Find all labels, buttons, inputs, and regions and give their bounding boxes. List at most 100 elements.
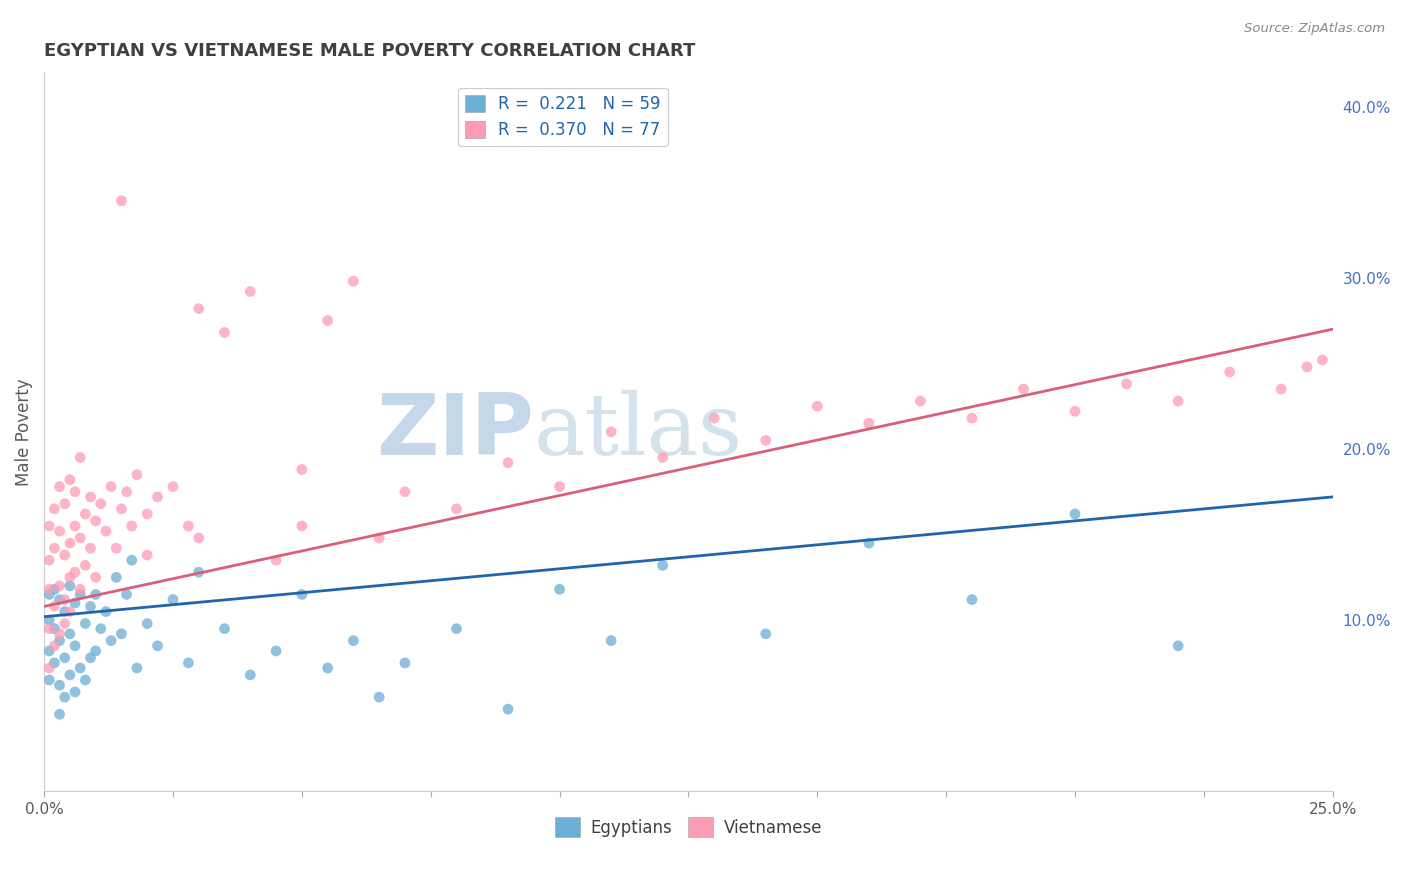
Point (44, 656, 66, 670)
Point (69, 587, 91, 601)
Point (59, 605, 82, 619)
Point (187, 565, 209, 579)
Point (125, 467, 148, 482)
Point (146, 639, 169, 653)
Point (44, 501, 66, 516)
Point (44, 622, 66, 636)
Point (63, 519, 86, 533)
Point (342, 633, 364, 648)
Point (53, 690, 76, 705)
Point (69, 582, 91, 597)
Point (79, 650, 101, 665)
Point (187, 301, 209, 316)
Point (1270, 382, 1292, 396)
Point (806, 399, 828, 413)
Point (38, 644, 60, 658)
Point (69, 531, 91, 545)
Point (651, 558, 673, 573)
Point (94, 605, 117, 619)
Point (100, 633, 122, 648)
Point (59, 570, 82, 584)
Point (1296, 359, 1319, 374)
Point (69, 661, 91, 675)
Point (100, 480, 122, 494)
Point (121, 553, 143, 567)
Point (316, 661, 339, 675)
Point (38, 587, 60, 601)
Point (53, 616, 76, 631)
Point (960, 411, 983, 425)
Point (115, 587, 138, 601)
Point (136, 507, 159, 521)
Point (44, 582, 66, 597)
Point (600, 425, 623, 439)
Legend: Egyptians, Vietnamese: Egyptians, Vietnamese (548, 810, 828, 844)
Text: Source: ZipAtlas.com: Source: ZipAtlas.com (1244, 22, 1385, 36)
Point (214, 622, 236, 636)
Point (703, 411, 725, 425)
Point (63, 565, 86, 579)
Point (84, 587, 107, 601)
Point (90, 622, 112, 636)
Point (105, 541, 128, 556)
Point (1167, 639, 1189, 653)
Point (84, 570, 107, 584)
Point (44, 599, 66, 614)
Point (38, 519, 60, 533)
Point (90, 497, 112, 511)
Point (651, 450, 673, 465)
Point (94, 524, 117, 538)
Point (48, 579, 70, 593)
Point (394, 656, 416, 670)
Point (162, 480, 184, 494)
Point (446, 622, 468, 636)
Point (53, 605, 76, 619)
Point (177, 519, 200, 533)
Point (214, 326, 236, 340)
Point (1167, 394, 1189, 409)
Point (38, 622, 60, 636)
Point (79, 490, 101, 504)
Point (75, 507, 97, 521)
Point (48, 707, 70, 722)
Point (105, 570, 128, 584)
Point (239, 285, 262, 299)
Point (264, 553, 287, 567)
Point (291, 462, 314, 476)
Point (63, 685, 86, 699)
Point (755, 627, 778, 641)
Point (59, 473, 82, 487)
Point (496, 456, 519, 470)
Point (38, 553, 60, 567)
Point (394, 484, 416, 499)
Point (53, 497, 76, 511)
Point (44, 541, 66, 556)
Point (110, 194, 132, 208)
Point (48, 627, 70, 641)
Point (125, 661, 148, 675)
Point (496, 702, 519, 716)
Point (84, 514, 107, 528)
Point (38, 613, 60, 627)
Point (291, 519, 314, 533)
Point (59, 536, 82, 550)
Point (53, 650, 76, 665)
Point (600, 633, 623, 648)
Point (548, 480, 571, 494)
Point (136, 616, 159, 631)
Point (162, 592, 184, 607)
Point (1219, 365, 1241, 379)
Point (1012, 382, 1035, 396)
Point (38, 582, 60, 597)
Point (1064, 404, 1087, 418)
Point (264, 644, 287, 658)
Point (44, 639, 66, 653)
Point (316, 313, 339, 327)
Point (239, 668, 262, 682)
Y-axis label: Male Poverty: Male Poverty (15, 378, 32, 485)
Point (1115, 376, 1137, 391)
Point (548, 582, 571, 597)
Point (63, 596, 86, 610)
Point (960, 592, 983, 607)
Point (755, 434, 778, 448)
